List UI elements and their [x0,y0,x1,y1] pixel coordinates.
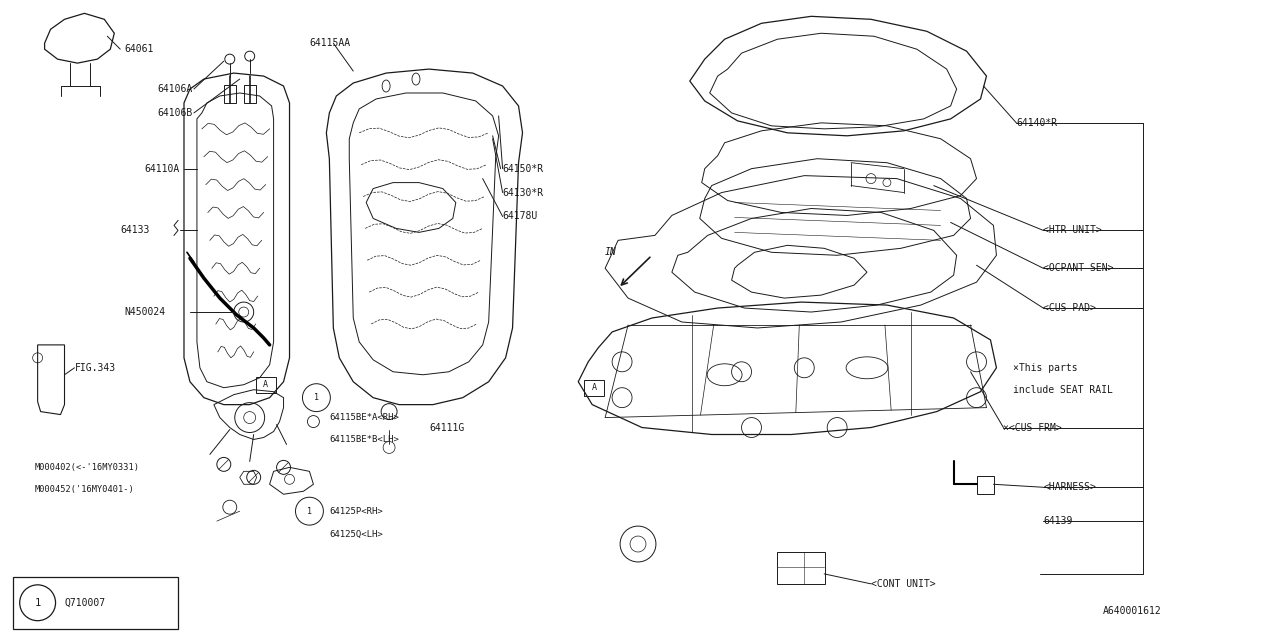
Text: 64140*R: 64140*R [1016,118,1057,128]
Text: <HARNESS>: <HARNESS> [1043,483,1096,492]
Text: 64061: 64061 [124,44,154,54]
Text: <HTR UNIT>: <HTR UNIT> [1043,225,1102,236]
Text: 1: 1 [307,507,312,516]
Text: 64115AA: 64115AA [310,38,351,48]
Text: 64110A: 64110A [145,164,179,173]
Text: 64115BE*B<LH>: 64115BE*B<LH> [329,435,399,444]
Text: 64125P<RH>: 64125P<RH> [329,507,383,516]
Text: 64125Q<LH>: 64125Q<LH> [329,529,383,539]
Text: 64106B: 64106B [157,108,192,118]
Text: 64106A: 64106A [157,84,192,94]
Text: 1: 1 [35,598,41,608]
Text: M000402(<-'16MY0331): M000402(<-'16MY0331) [35,463,140,472]
Text: include SEAT RAIL: include SEAT RAIL [1014,385,1114,395]
Text: 64130*R: 64130*R [503,188,544,198]
Text: <CUS PAD>: <CUS PAD> [1043,303,1096,313]
Text: 64133: 64133 [120,225,150,236]
Text: 1: 1 [314,393,319,402]
Text: IN: IN [605,247,617,257]
Text: A: A [264,380,268,389]
Text: A: A [591,383,596,392]
Text: ×<CUS FRM>: ×<CUS FRM> [1004,422,1062,433]
Text: 64178U: 64178U [503,211,538,221]
Text: 64139: 64139 [1043,516,1073,526]
Text: 64150*R: 64150*R [503,164,544,173]
Text: Q710007: Q710007 [64,598,106,608]
Text: M000452('16MY0401-): M000452('16MY0401-) [35,484,134,494]
Text: N450024: N450024 [124,307,165,317]
Text: <CONT UNIT>: <CONT UNIT> [870,579,936,589]
Text: 64111G: 64111G [429,422,465,433]
Text: FIG.343: FIG.343 [74,363,115,372]
Text: <OCPANT SEN>: <OCPANT SEN> [1043,263,1114,273]
Text: A640001612: A640001612 [1103,605,1162,616]
Text: ×This parts: ×This parts [1014,363,1078,372]
Text: 64115BE*A<RH>: 64115BE*A<RH> [329,413,399,422]
